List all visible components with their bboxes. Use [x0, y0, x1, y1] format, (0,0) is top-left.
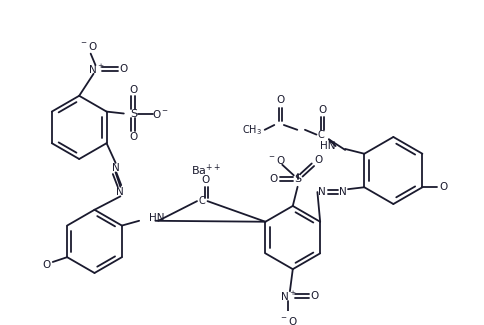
Text: O: O: [318, 105, 326, 115]
Text: Ba$^{++}$: Ba$^{++}$: [191, 163, 221, 178]
Text: O: O: [129, 84, 137, 95]
Text: O: O: [201, 175, 209, 185]
Text: C: C: [317, 130, 324, 139]
Text: $^-$O: $^-$O: [267, 154, 286, 166]
Text: C: C: [198, 196, 205, 206]
Text: HN: HN: [149, 213, 164, 223]
Text: N$^+$: N$^+$: [88, 62, 105, 75]
Text: S: S: [130, 109, 136, 119]
Text: S: S: [293, 174, 301, 184]
Text: O: O: [42, 260, 50, 270]
Text: N: N: [116, 187, 124, 197]
Text: O: O: [119, 64, 127, 74]
Text: O: O: [275, 95, 284, 105]
Text: O: O: [314, 155, 322, 165]
Text: N: N: [111, 162, 119, 173]
Text: HN: HN: [319, 141, 335, 151]
Text: N: N: [339, 187, 347, 197]
Text: CH$_3$: CH$_3$: [242, 123, 261, 137]
Text: N$^+$: N$^+$: [279, 290, 296, 303]
Text: O: O: [310, 291, 318, 301]
Text: O$^-$: O$^-$: [151, 108, 168, 120]
Text: $^-$O: $^-$O: [79, 40, 98, 52]
Text: O: O: [439, 182, 447, 192]
Text: $^-$O: $^-$O: [278, 315, 297, 325]
Text: N: N: [318, 187, 325, 197]
Text: O: O: [129, 133, 137, 142]
Text: O: O: [269, 174, 277, 184]
